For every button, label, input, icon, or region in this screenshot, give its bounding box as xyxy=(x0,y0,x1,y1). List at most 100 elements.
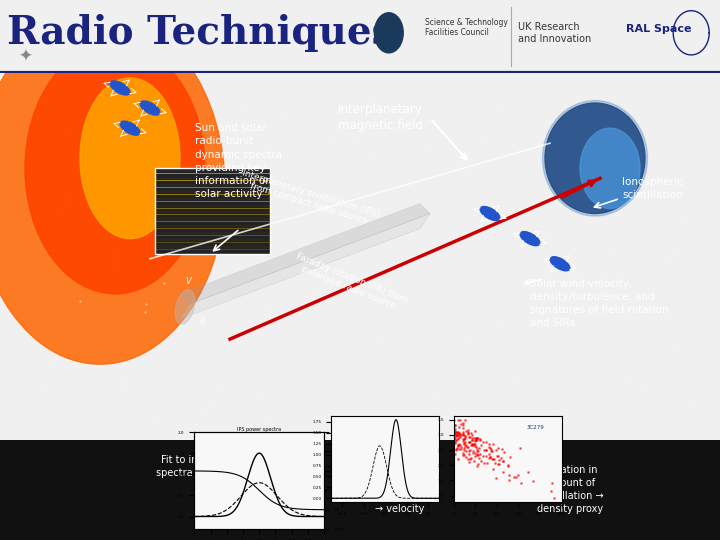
Point xyxy=(450,431,462,440)
Point xyxy=(508,472,520,481)
Point xyxy=(462,443,473,451)
Point xyxy=(420,118,432,126)
Point xyxy=(469,437,480,445)
Point xyxy=(477,438,488,447)
Point xyxy=(490,446,502,454)
Point xyxy=(603,247,615,255)
Point xyxy=(464,457,475,466)
Point xyxy=(257,389,269,397)
Point xyxy=(464,437,475,446)
Point xyxy=(469,456,480,465)
Point xyxy=(368,152,379,161)
Text: Cross-
correlation of
power spectra
→ velocity: Cross- correlation of power spectra → ve… xyxy=(365,464,435,514)
Point xyxy=(480,445,491,454)
Point xyxy=(453,427,464,436)
Point xyxy=(468,434,480,442)
Point xyxy=(81,437,92,445)
Point xyxy=(457,450,469,459)
Point xyxy=(148,219,159,228)
FancyBboxPatch shape xyxy=(155,168,270,254)
Point xyxy=(492,443,504,452)
Point xyxy=(451,435,462,444)
Point xyxy=(503,461,514,469)
Point xyxy=(527,477,539,485)
Ellipse shape xyxy=(580,128,640,208)
Point xyxy=(455,431,467,440)
Point xyxy=(453,445,464,454)
Point xyxy=(467,447,479,455)
Point xyxy=(449,426,460,434)
Title: IPS power spectra: IPS power spectra xyxy=(237,427,282,431)
Point xyxy=(495,100,506,109)
Point xyxy=(548,410,559,419)
Point xyxy=(449,439,461,448)
Point xyxy=(487,440,499,448)
Point xyxy=(462,454,474,463)
Point xyxy=(633,469,644,478)
Point xyxy=(452,433,464,442)
Point xyxy=(483,443,495,451)
Point xyxy=(653,465,665,474)
Point xyxy=(541,422,553,430)
Point xyxy=(474,450,486,458)
Point xyxy=(279,110,290,118)
Point xyxy=(548,494,559,503)
Point xyxy=(454,430,466,438)
Point xyxy=(504,453,516,461)
Point xyxy=(497,456,508,465)
Point xyxy=(512,376,523,384)
Point xyxy=(449,437,461,446)
Point xyxy=(623,373,634,382)
Point xyxy=(199,409,210,418)
Point xyxy=(110,259,122,267)
Point xyxy=(383,500,395,509)
Point xyxy=(451,428,462,436)
Point xyxy=(453,415,464,424)
Point xyxy=(386,512,397,521)
Point xyxy=(467,434,478,443)
Point xyxy=(449,429,460,437)
Point xyxy=(472,433,483,442)
Point xyxy=(54,208,66,217)
Point xyxy=(539,132,551,141)
Point xyxy=(467,441,478,450)
Point xyxy=(467,440,478,448)
Point xyxy=(468,440,480,448)
Text: Radio Techniques: Radio Techniques xyxy=(7,14,394,52)
Point xyxy=(483,450,495,458)
Point xyxy=(120,379,132,387)
Point xyxy=(580,194,592,203)
Point xyxy=(454,441,466,449)
Point xyxy=(453,441,464,449)
Point xyxy=(421,489,433,497)
Point xyxy=(496,445,508,454)
Point xyxy=(498,468,509,476)
Point xyxy=(458,435,469,444)
Point xyxy=(371,335,382,344)
Point xyxy=(455,444,467,453)
Point xyxy=(472,449,483,458)
Point xyxy=(463,449,474,458)
Point xyxy=(18,455,30,463)
Point xyxy=(466,454,477,462)
Point xyxy=(469,451,481,460)
Point xyxy=(661,253,672,261)
Point xyxy=(485,444,496,453)
Point xyxy=(464,432,475,441)
Point xyxy=(497,457,508,465)
Point xyxy=(472,444,483,453)
Point xyxy=(463,430,474,438)
Point xyxy=(138,190,150,199)
Point xyxy=(569,309,580,318)
Point xyxy=(523,467,534,476)
Point xyxy=(158,279,170,287)
Point xyxy=(492,452,504,461)
Point xyxy=(58,123,70,132)
Point xyxy=(451,430,462,439)
Point xyxy=(466,441,477,449)
Text: 3C279: 3C279 xyxy=(527,425,545,430)
Point xyxy=(514,443,526,452)
Point xyxy=(641,379,652,388)
Point xyxy=(449,434,461,442)
Point xyxy=(474,435,485,443)
